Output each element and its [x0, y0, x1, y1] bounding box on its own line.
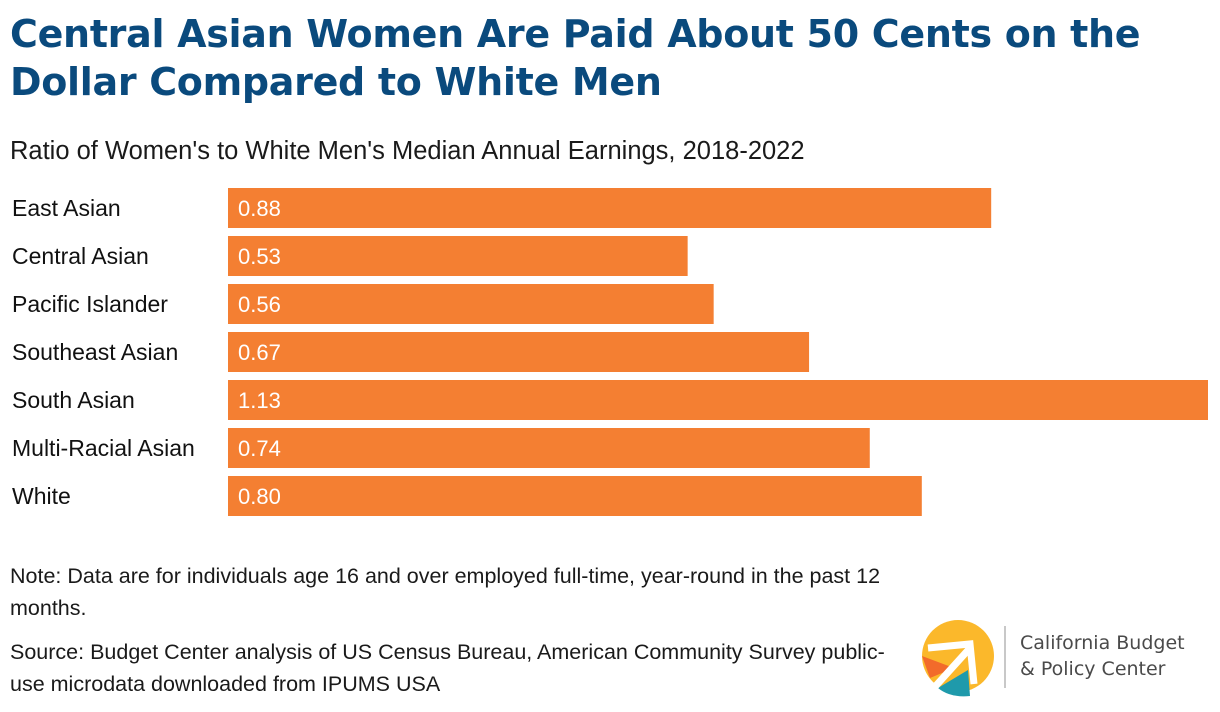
category-label: South Asian — [12, 387, 135, 413]
bar — [228, 188, 992, 228]
organization-logo: California Budget & Policy Center — [918, 618, 1208, 698]
value-label: 0.74 — [238, 436, 281, 461]
chart-source: Source: Budget Center analysis of US Cen… — [10, 640, 885, 696]
logo-text: California Budget & Policy Center — [1020, 630, 1185, 682]
bar — [228, 380, 1208, 420]
bar-row: East Asian 0.88 — [12, 188, 992, 228]
logo-mark-icon — [922, 620, 994, 697]
value-label: 0.88 — [238, 196, 281, 221]
logo-orange-wedge — [922, 656, 954, 678]
bar — [228, 428, 870, 468]
bar-row: Multi-Racial Asian 0.74 — [12, 428, 870, 468]
value-label: 0.56 — [238, 292, 281, 317]
bar — [228, 284, 714, 324]
bar — [228, 236, 688, 276]
bar-row: Southeast Asian 0.67 — [12, 332, 810, 372]
bar-row: South Asian 1.13 — [12, 380, 1208, 420]
category-label: East Asian — [12, 195, 121, 221]
category-label: Central Asian — [12, 243, 149, 269]
logo-line-2: & Policy Center — [1020, 658, 1166, 680]
value-label: 0.53 — [238, 244, 281, 269]
chart-title: Central Asian Women Are Paid About 50 Ce… — [10, 12, 1141, 104]
category-label: Pacific Islander — [12, 291, 168, 317]
value-label: 0.80 — [238, 484, 281, 509]
category-label: Southeast Asian — [12, 339, 178, 365]
bar-row: Pacific Islander 0.56 — [12, 284, 714, 324]
logo-divider — [1004, 626, 1006, 688]
bar — [228, 476, 922, 516]
logo-arrow-shaft — [929, 645, 973, 693]
bar-chart: East Asian 0.88 Central Asian 0.53 Pacific I… — [12, 188, 1208, 516]
value-label: 0.67 — [238, 340, 281, 365]
category-label: Multi-Racial Asian — [12, 435, 195, 461]
bar-row: Central Asian 0.53 — [12, 236, 688, 276]
bar — [228, 332, 810, 372]
logo-teal-wedge — [938, 670, 970, 697]
chart-subtitle: Ratio of Women's to White Men's Median A… — [10, 137, 805, 165]
value-label: 1.13 — [238, 388, 281, 413]
chart-note: Note: Data are for individuals age 16 an… — [10, 564, 881, 620]
logo-line-1: California Budget — [1020, 632, 1185, 654]
logo-arrow — [927, 640, 978, 685]
category-label: White — [12, 483, 71, 509]
bar-row: White 0.80 — [12, 476, 922, 516]
